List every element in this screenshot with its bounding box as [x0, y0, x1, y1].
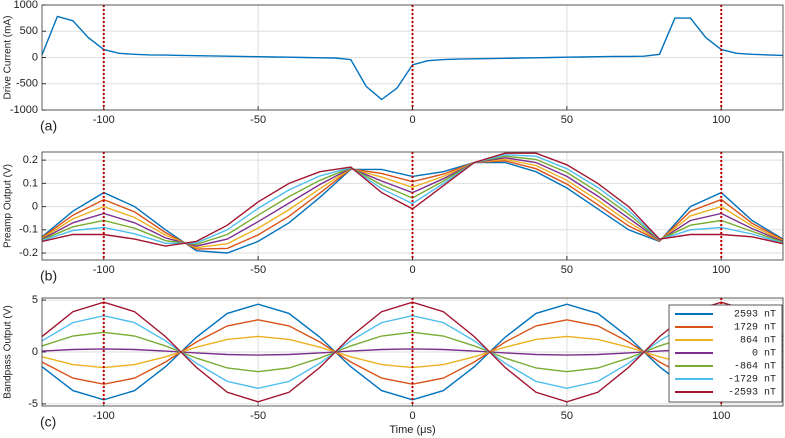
y-tick-label: 0	[32, 200, 38, 212]
y-tick-label: -5	[28, 398, 38, 410]
y-tick-label: -500	[16, 78, 38, 90]
data-line	[41, 331, 784, 373]
y-tick-label: 1000	[14, 0, 38, 11]
x-tick-label: 50	[561, 114, 573, 126]
y-tick-label: 0.2	[23, 154, 38, 166]
y-tick-label: 500	[20, 25, 38, 37]
panel-label: (c)	[40, 414, 56, 430]
x-tick-label: 0	[409, 114, 415, 126]
y-axis-label: Bandpass Output (V)	[3, 305, 14, 398]
x-tick-label: -100	[93, 114, 115, 126]
x-tick-label: 100	[712, 264, 730, 276]
y-tick-label: 5	[32, 294, 38, 306]
data-line	[41, 15, 784, 101]
x-tick-label: -50	[250, 264, 266, 276]
x-tick-label: 0	[409, 264, 415, 276]
x-axis-label: Time (μs)	[389, 424, 435, 436]
x-tick-label: -100	[93, 410, 115, 422]
panel-label: (a)	[40, 118, 57, 134]
data-line	[41, 348, 784, 356]
x-tick-label: 50	[561, 264, 573, 276]
legend-label: 0 nT	[752, 349, 776, 360]
legend-label: -1729 nT	[728, 375, 776, 386]
x-tick-label: -100	[93, 264, 115, 276]
y-tick-label: -1000	[10, 104, 38, 116]
data-line	[41, 319, 784, 385]
x-tick-label: 50	[561, 410, 573, 422]
y-axis-label: Drive Current (mA)	[3, 16, 14, 100]
y-tick-label: -0.2	[19, 247, 38, 259]
legend-label: 864 nT	[740, 336, 776, 347]
y-axis-label: Preamp Output (V)	[3, 164, 14, 248]
y-tick-label: 0	[32, 346, 38, 358]
y-tick-label: -0.1	[19, 224, 38, 236]
x-tick-label: 0	[409, 410, 415, 422]
axes-box	[41, 4, 784, 111]
x-tick-label: -50	[250, 114, 266, 126]
panel-label: (b)	[40, 268, 57, 284]
legend-label: 1729 nT	[734, 323, 776, 334]
legend-label: -864 nT	[734, 362, 776, 373]
axes-box	[41, 151, 784, 261]
legend-label: -2593 nT	[728, 388, 776, 399]
x-tick-label: 100	[712, 410, 730, 422]
y-tick-label: 0	[32, 51, 38, 63]
y-tick-label: 0.1	[23, 177, 38, 189]
axes-box	[41, 297, 784, 407]
legend-label: 2593 nT	[734, 310, 776, 321]
x-tick-label: 100	[712, 114, 730, 126]
x-tick-label: -50	[250, 410, 266, 422]
